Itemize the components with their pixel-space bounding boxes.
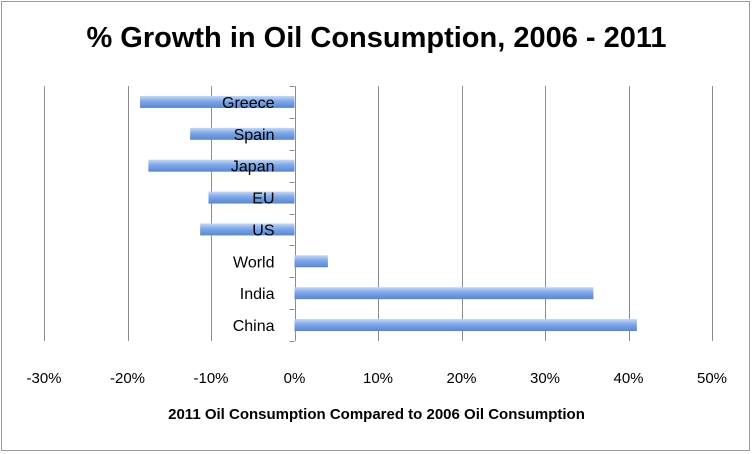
x-tick-label: 40% [613,370,643,387]
x-tick-label: -30% [26,370,61,387]
x-tick-label: 10% [363,370,393,387]
bar-greece [140,95,295,108]
category-label: China [233,318,275,335]
category-label: Greece [222,95,275,112]
bar-spain [190,127,295,140]
category-label: India [240,286,275,303]
x-tick-label: -10% [193,370,228,387]
x-tick-label: -20% [110,370,145,387]
bar-eu [208,191,295,204]
bar-india [294,287,594,300]
gridlines [44,86,713,342]
category-labels: Greece Spain Japan EU US World India China [222,95,275,335]
x-tick-label: 30% [530,370,560,387]
bar-japan [148,159,295,172]
chart-title: % Growth in Oil Consumption, 2006 - 2011 [86,22,667,54]
category-label: US [252,222,274,239]
bars [140,95,637,332]
x-tick-label: 20% [446,370,476,387]
category-label: Japan [231,159,275,176]
category-label: World [233,254,275,271]
category-label: Spain [234,127,275,144]
x-tick-label: 50% [697,370,727,387]
bar-us [200,223,295,236]
x-tick-label: 0% [284,370,306,387]
bar-world [294,255,328,268]
x-tick-labels: -30% -20% -10% 0% 10% 20% 30% 40% 50% [26,370,727,387]
category-label: EU [252,191,274,208]
x-axis-label: 2011 Oil Consumption Compared to 2006 Oi… [168,406,585,423]
bar-china [294,319,637,332]
